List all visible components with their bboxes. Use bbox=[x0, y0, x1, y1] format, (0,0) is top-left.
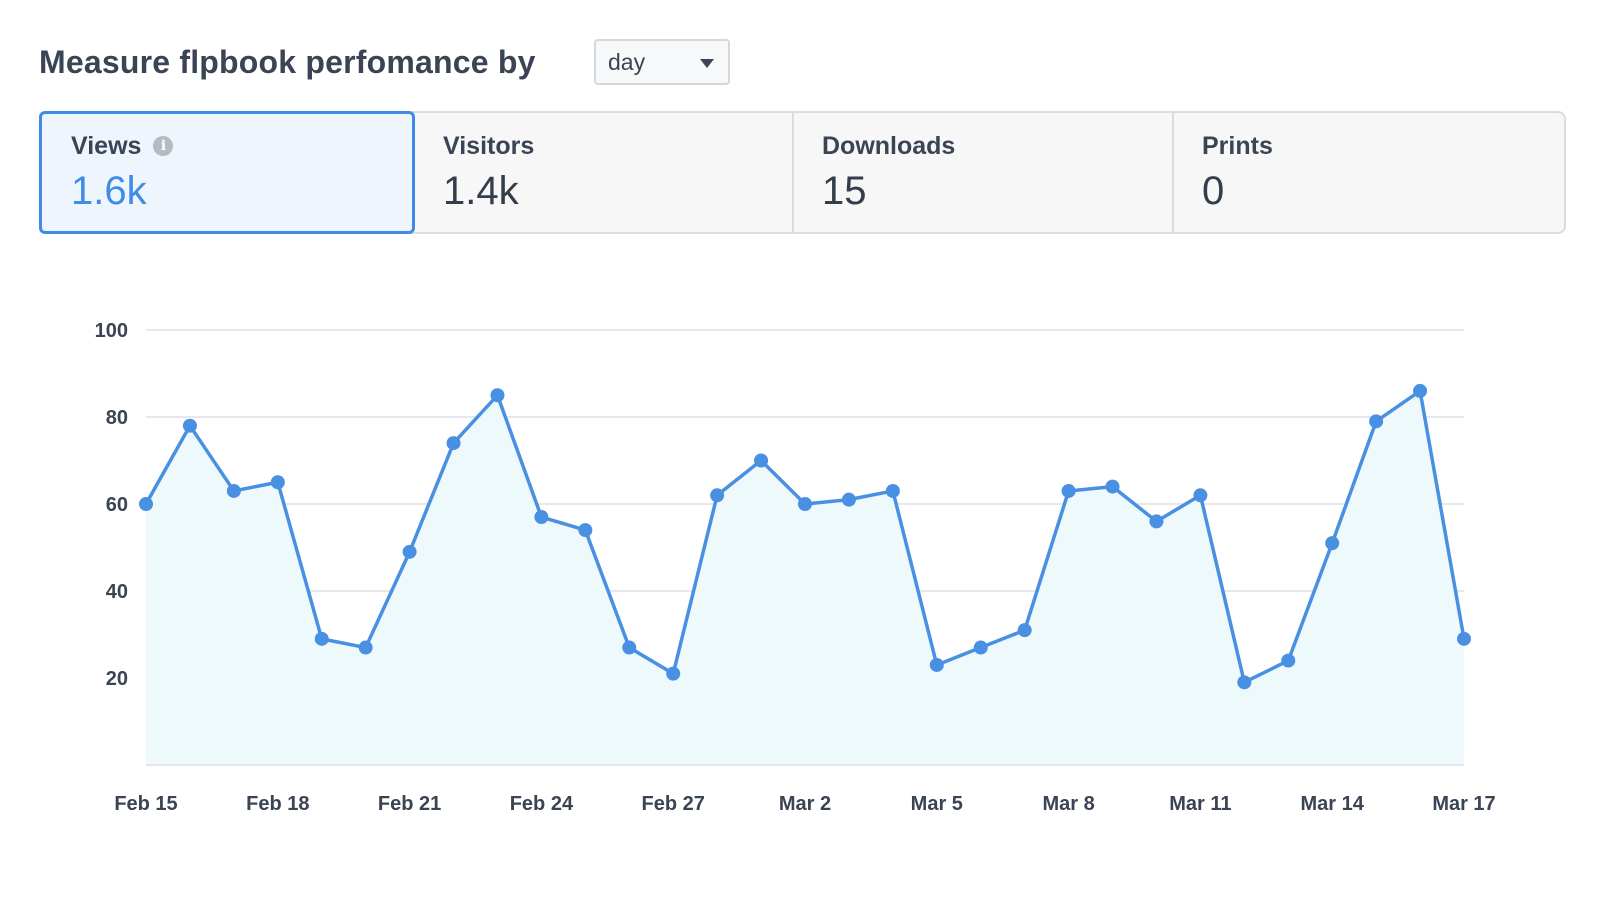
data-point[interactable] bbox=[710, 488, 725, 503]
metric-label: Visitors bbox=[443, 131, 535, 160]
data-point[interactable] bbox=[182, 418, 197, 433]
data-point[interactable] bbox=[754, 453, 769, 468]
metric-label: Prints bbox=[1202, 131, 1273, 160]
data-point[interactable] bbox=[446, 436, 461, 451]
info-icon[interactable]: i bbox=[153, 136, 174, 156]
data-point[interactable] bbox=[226, 483, 241, 498]
area-fill bbox=[146, 390, 1464, 766]
data-point[interactable] bbox=[885, 483, 900, 498]
data-point[interactable] bbox=[402, 544, 417, 559]
page-header: Measure flpbook perfomance by bbox=[39, 38, 536, 86]
period-dropdown-value: day bbox=[608, 48, 646, 75]
data-point[interactable] bbox=[1149, 514, 1164, 529]
data-point[interactable] bbox=[490, 388, 505, 403]
data-point[interactable] bbox=[1237, 675, 1252, 690]
y-tick-label: 60 bbox=[106, 494, 128, 516]
data-point[interactable] bbox=[1325, 536, 1340, 551]
x-tick-label: Feb 21 bbox=[378, 793, 441, 815]
data-point[interactable] bbox=[1105, 479, 1120, 494]
data-point[interactable] bbox=[1017, 623, 1032, 638]
data-point[interactable] bbox=[1281, 653, 1296, 668]
x-tick-label: Mar 11 bbox=[1169, 793, 1231, 815]
data-point[interactable] bbox=[798, 497, 812, 511]
area-fill-path bbox=[146, 390, 1464, 765]
metric-label: Downloads bbox=[822, 131, 956, 160]
x-tick-label: Mar 2 bbox=[779, 793, 831, 815]
y-tick-label: 100 bbox=[95, 320, 128, 342]
x-tick-label: Feb 15 bbox=[114, 793, 177, 815]
data-point[interactable] bbox=[929, 657, 944, 672]
y-tick-label: 80 bbox=[106, 407, 128, 429]
metric-tab-views[interactable]: Views i 1.6k bbox=[39, 111, 415, 234]
x-tick-label: Feb 18 bbox=[246, 793, 309, 815]
data-point[interactable] bbox=[841, 492, 856, 507]
y-tick-label: 20 bbox=[106, 668, 128, 690]
metric-tabs: Views i 1.6k Visitors 1.4k Downloads 15 … bbox=[39, 111, 1566, 234]
data-point[interactable] bbox=[973, 640, 988, 655]
x-axis: Feb 15 Feb 18 Feb 21 Feb 24 Feb 27 Mar 2 Mar 5… bbox=[114, 793, 1495, 815]
metric-value: 15 bbox=[822, 169, 867, 213]
x-tick-label: Feb 27 bbox=[642, 793, 705, 815]
metric-tab-visitors[interactable]: Visitors 1.4k bbox=[415, 113, 794, 232]
metric-value: 1.4k bbox=[443, 169, 519, 213]
data-point[interactable] bbox=[139, 497, 153, 511]
x-tick-label: Mar 8 bbox=[1042, 793, 1094, 815]
data-point[interactable] bbox=[622, 640, 637, 655]
y-axis: 20 40 60 80 100 bbox=[95, 320, 128, 690]
metric-label: Views i bbox=[71, 131, 412, 161]
metric-label-text: Views bbox=[71, 131, 142, 160]
metric-value: 1.6k bbox=[71, 169, 147, 213]
data-point[interactable] bbox=[1061, 483, 1076, 498]
metric-tab-prints[interactable]: Prints 0 bbox=[1174, 113, 1564, 232]
data-point[interactable] bbox=[270, 475, 285, 490]
data-point[interactable] bbox=[358, 640, 373, 655]
period-dropdown[interactable]: day bbox=[594, 39, 730, 85]
data-point[interactable] bbox=[1369, 414, 1384, 429]
y-tick-label: 40 bbox=[106, 581, 128, 603]
data-point[interactable] bbox=[1413, 383, 1428, 398]
x-tick-label: Mar 5 bbox=[911, 793, 963, 815]
x-tick-label: Mar 14 bbox=[1301, 793, 1365, 815]
metric-value: 0 bbox=[1202, 169, 1225, 213]
data-point[interactable] bbox=[1457, 631, 1471, 646]
data-point[interactable] bbox=[314, 631, 329, 646]
page-title: Measure flpbook perfomance by bbox=[39, 43, 536, 80]
data-points bbox=[139, 383, 1471, 690]
x-tick-label: Feb 24 bbox=[510, 793, 574, 815]
data-point[interactable] bbox=[1193, 488, 1208, 503]
x-tick-label: Mar 17 bbox=[1432, 793, 1495, 815]
data-point[interactable] bbox=[666, 666, 681, 681]
data-point[interactable] bbox=[578, 523, 593, 538]
chevron-down-icon bbox=[700, 59, 714, 68]
data-point[interactable] bbox=[534, 510, 549, 525]
metric-tab-downloads[interactable]: Downloads 15 bbox=[794, 113, 1174, 232]
